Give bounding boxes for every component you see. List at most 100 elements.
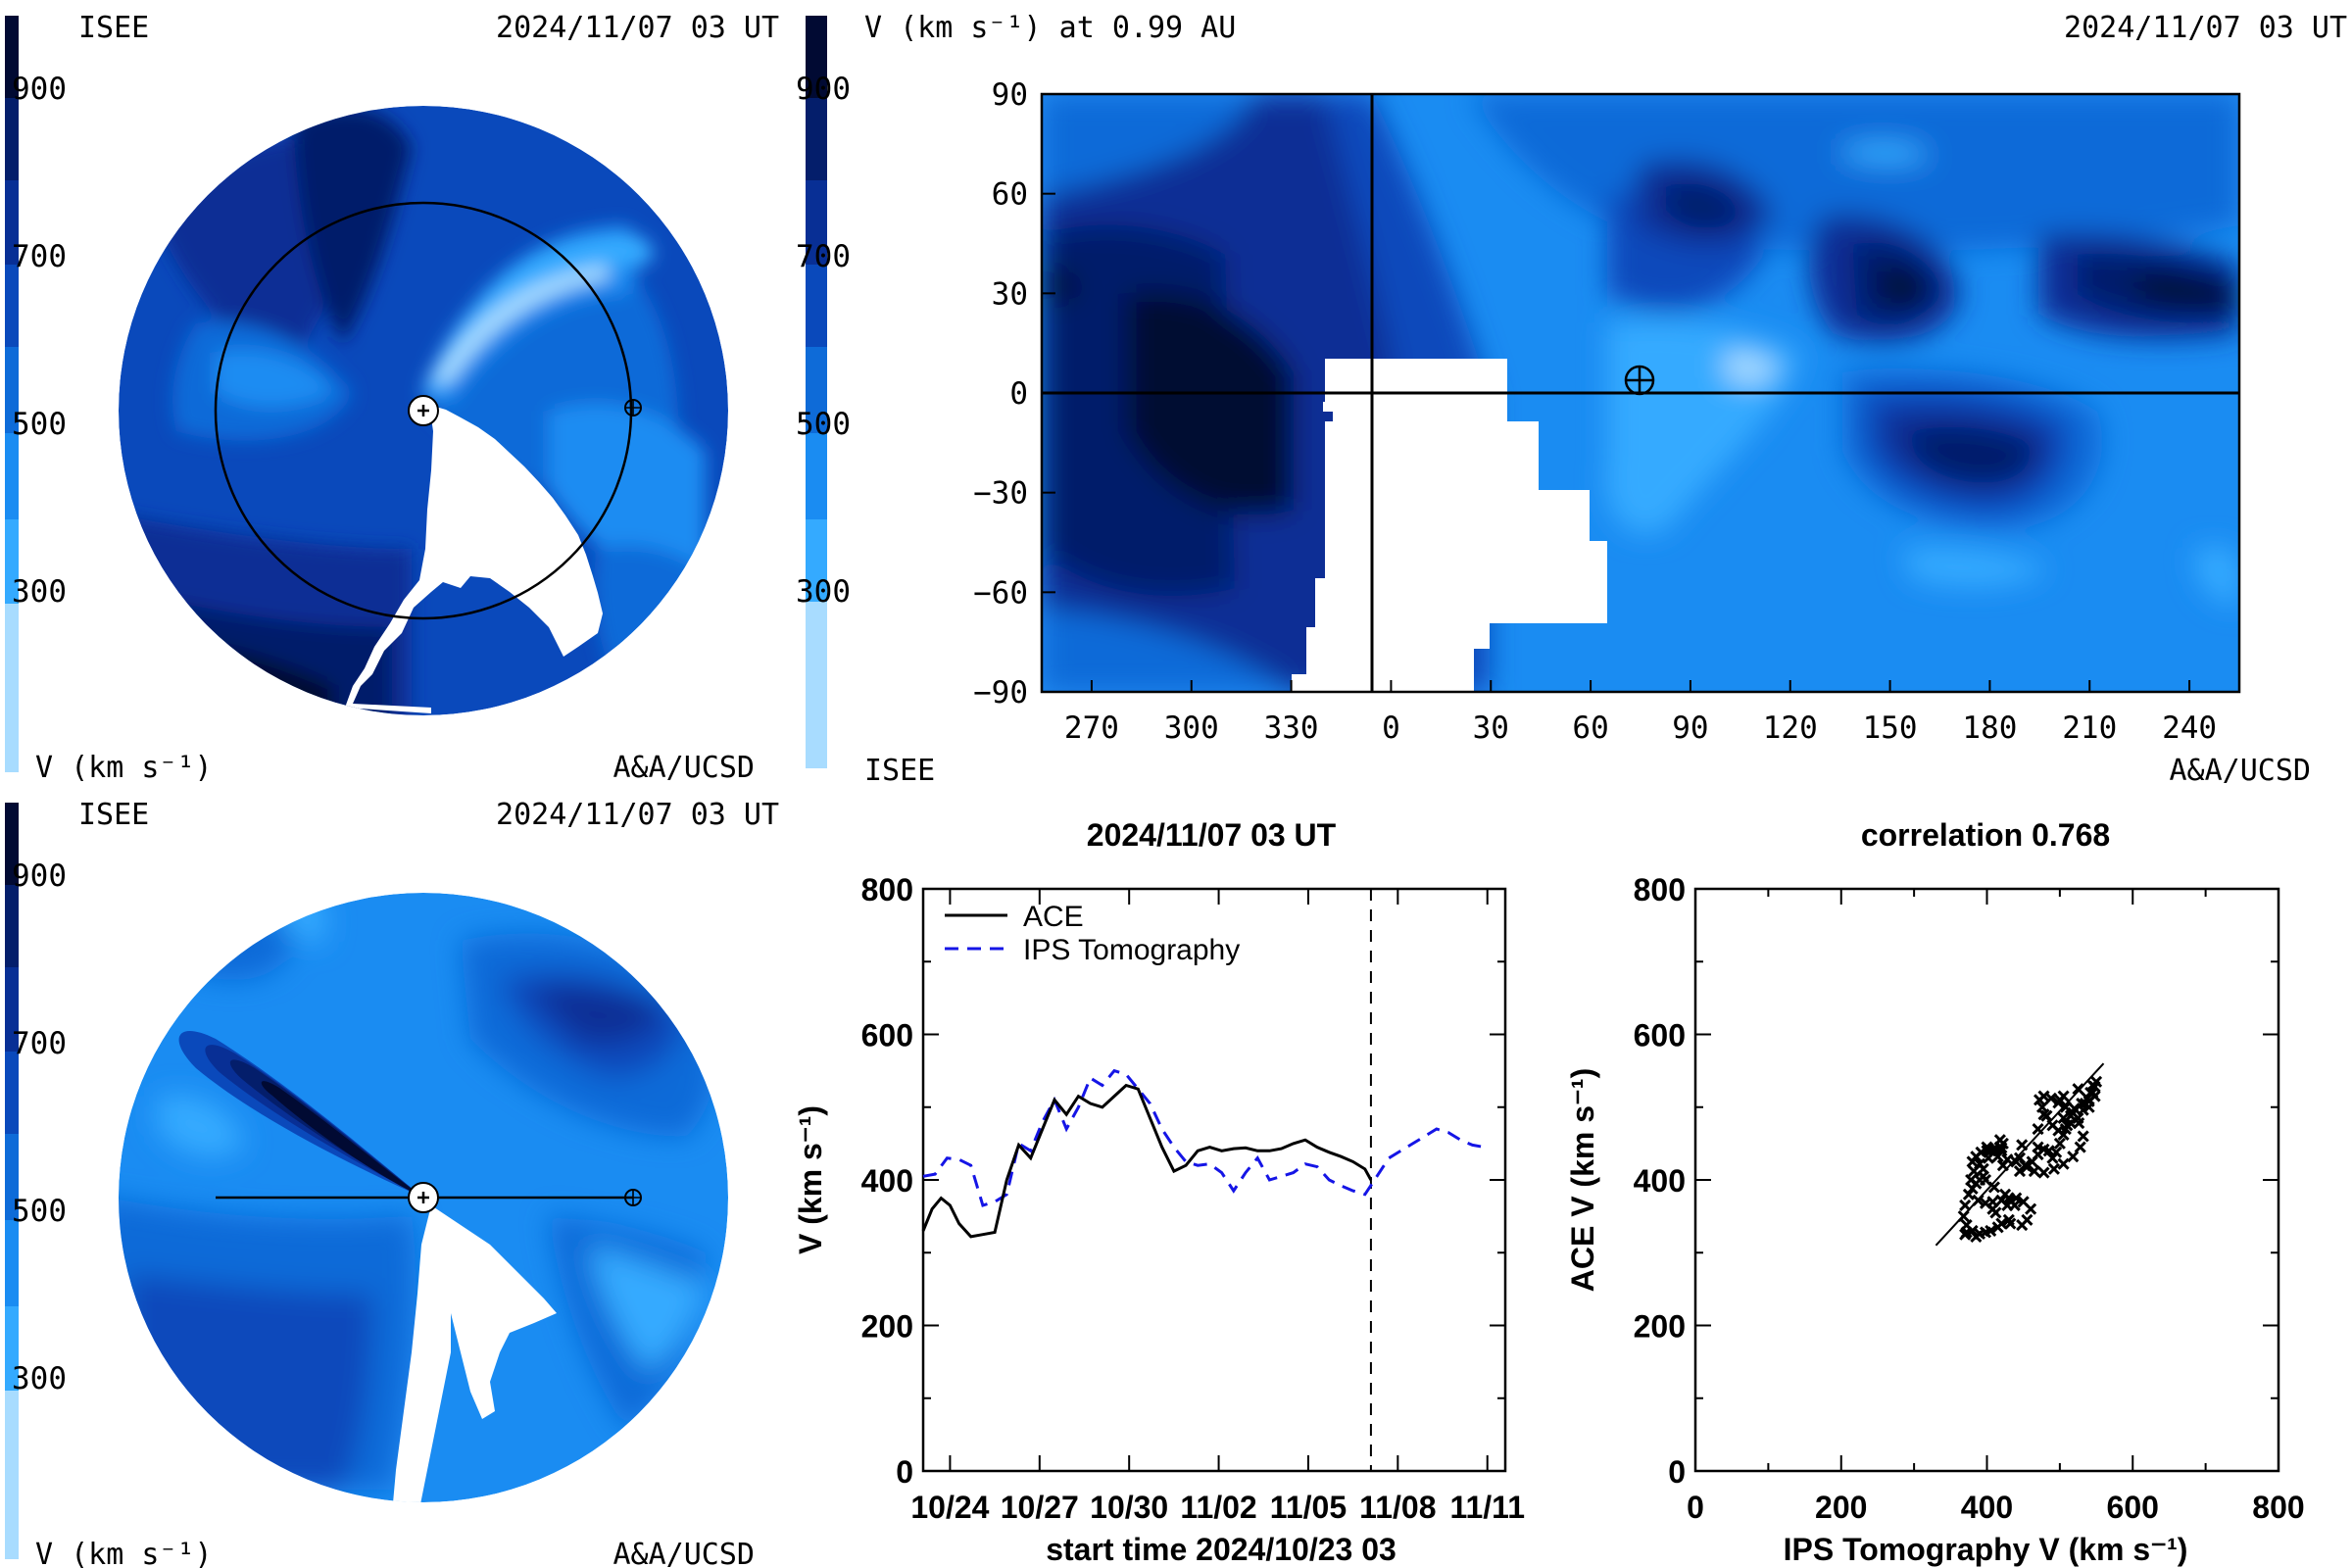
sc-ytick-label: 600 (1634, 1018, 1686, 1054)
sc-point (1979, 1197, 1992, 1209)
bl-colorbar-tick-500: 500 (12, 1194, 67, 1229)
sc-point (1965, 1173, 1978, 1187)
sc-point (1972, 1194, 1984, 1206)
map-xtick-label: 240 (2162, 710, 2217, 746)
map-xtick-label: 60 (1572, 710, 1608, 746)
sc-point (1991, 1151, 2004, 1163)
sc-point (2002, 1213, 2015, 1226)
sc-ytick-label: 400 (1634, 1163, 1686, 1199)
bottom-left-polar-panel: ISEE 2024/11/07 03 UT 900 700 500 300 V … (5, 798, 779, 1568)
sc-point (2067, 1106, 2080, 1119)
sc-point (2016, 1139, 2029, 1152)
sc-xtick-label: 600 (2107, 1490, 2159, 1525)
tl-colorbar-tick-700: 700 (12, 239, 67, 274)
bl-colorbar-tick-700: 700 (12, 1026, 67, 1061)
map-xtick-label: 90 (1672, 710, 1708, 746)
bl-org-label: ISEE (78, 798, 149, 832)
sc-point (1973, 1157, 1986, 1170)
map-colorbar-tick-500: 500 (796, 407, 851, 442)
sc-xtick-label: 0 (1687, 1490, 1704, 1525)
ts-xtick-label: 11/05 (1270, 1490, 1347, 1525)
tl-org-label: ISEE (78, 11, 149, 45)
map-ytick-label: −30 (973, 476, 1028, 512)
ts-xtick-label: 11/08 (1359, 1490, 1436, 1525)
map-xtick-label: 0 (1382, 710, 1400, 746)
sc-point (2050, 1146, 2063, 1158)
ts-xlabel: start time 2024/10/23 03 (1046, 1532, 1396, 1567)
sc-point (2037, 1166, 2050, 1179)
timeseries-panel: 2024/11/07 03 UT 0 200 400 600 800 10/24 10/27… (793, 817, 1525, 1567)
map-x-axis: 270 300 330 0 30 60 90 120 150 180 210 240 (1064, 680, 2217, 746)
sc-point (1959, 1199, 1972, 1212)
ts-ytick-label: 600 (861, 1018, 913, 1054)
sc-point (1993, 1134, 2006, 1147)
ts-legend-ace: ACE (1023, 901, 1084, 933)
sc-point (2021, 1213, 2034, 1226)
sc-point (2073, 1117, 2085, 1130)
map-xtick-label: 330 (1264, 710, 1319, 746)
sc-axes: 0 200 400 600 800 0 200 400 600 800 (1634, 872, 2305, 1525)
sc-point (2010, 1155, 2023, 1168)
map-xtick-label: 150 (1863, 710, 1918, 746)
map-earth-marker (1624, 365, 1655, 396)
sc-points (1957, 1075, 2103, 1243)
sc-point (2001, 1153, 2014, 1166)
sc-point (1966, 1224, 1979, 1238)
map-ytick-label: 90 (992, 77, 1028, 113)
sc-point (1957, 1210, 1970, 1223)
sc-xtick-label: 800 (2252, 1490, 2304, 1525)
sc-point (1979, 1226, 1992, 1239)
bl-timestamp: 2024/11/07 03 UT (496, 798, 779, 832)
bl-colorbar-tick-300: 300 (12, 1361, 67, 1396)
sc-point (1989, 1206, 2002, 1219)
ts-xtick-label: 10/27 (1001, 1490, 1079, 1525)
map-colorbar-tick-900: 900 (796, 72, 851, 107)
map-colorbar-tick-300: 300 (796, 574, 851, 610)
ts-xtick-label: 11/11 (1449, 1490, 1525, 1525)
tl-credit: A&A/UCSD (613, 751, 756, 785)
sc-xtick-label: 200 (1815, 1490, 1867, 1525)
tl-earth-marker (624, 399, 642, 416)
bl-colorbar-tick-900: 900 (12, 858, 67, 894)
map-xtick-label: 180 (1962, 710, 2017, 746)
map-ytick-label: 60 (992, 177, 1028, 213)
sc-title: correlation 0.768 (1861, 817, 2110, 853)
tl-colorbar-tick-300: 300 (12, 574, 67, 610)
ts-ytick-label: 200 (861, 1309, 913, 1345)
sc-point (1966, 1182, 1979, 1195)
bl-colorbar: 900 700 500 300 (5, 803, 67, 1559)
sc-point (1995, 1194, 2008, 1206)
synoptic-map-panel: 900 700 500 300 V (km s⁻¹) at 0.99 AU 20… (796, 11, 2347, 788)
map-title: V (km s⁻¹) at 0.99 AU (864, 11, 1236, 45)
sc-point (2057, 1157, 2070, 1170)
sc-point (2046, 1119, 2059, 1132)
sc-point (1982, 1152, 1995, 1164)
sc-ytick-label: 0 (1668, 1454, 1686, 1490)
map-org-label: ISEE (864, 754, 935, 788)
ts-axes: 0 200 400 600 800 10/24 10/27 10/30 11/02 11/05 11… (861, 872, 1525, 1525)
sc-ytick-label: 800 (1634, 872, 1686, 907)
ts-title: 2024/11/07 03 UT (1087, 817, 1337, 853)
sc-point (2028, 1165, 2040, 1178)
ts-ytick-label: 800 (861, 872, 913, 907)
sc-point (1987, 1181, 2001, 1194)
map-colorbar: 900 700 500 300 (796, 16, 851, 768)
bl-earth-marker (624, 1189, 642, 1206)
sc-ylabel: ACE V (km s⁻¹) (1565, 1068, 1600, 1292)
sc-point (2067, 1151, 2080, 1163)
map-timestamp: 2024/11/07 03 UT (2064, 11, 2347, 45)
map-xtick-label: 210 (2062, 710, 2117, 746)
ts-xtick-label: 11/02 (1180, 1490, 1256, 1525)
map-y-axis: 90 60 30 0 −30 −60 −90 (973, 77, 1055, 710)
ts-xtick-label: 10/30 (1090, 1490, 1168, 1525)
sc-point (2082, 1095, 2095, 1107)
ts-ytick-label: 0 (896, 1454, 913, 1490)
ts-legend: ACE IPS Tomography (945, 901, 1240, 966)
sc-xtick-label: 400 (1961, 1490, 2013, 1525)
sc-point (2053, 1137, 2066, 1150)
sc-point (2017, 1196, 2030, 1208)
bl-colorbar-label: V (km s⁻¹) (35, 1538, 213, 1568)
map-ytick-label: 0 (1009, 376, 1028, 412)
sc-ytick-label: 200 (1634, 1309, 1686, 1345)
